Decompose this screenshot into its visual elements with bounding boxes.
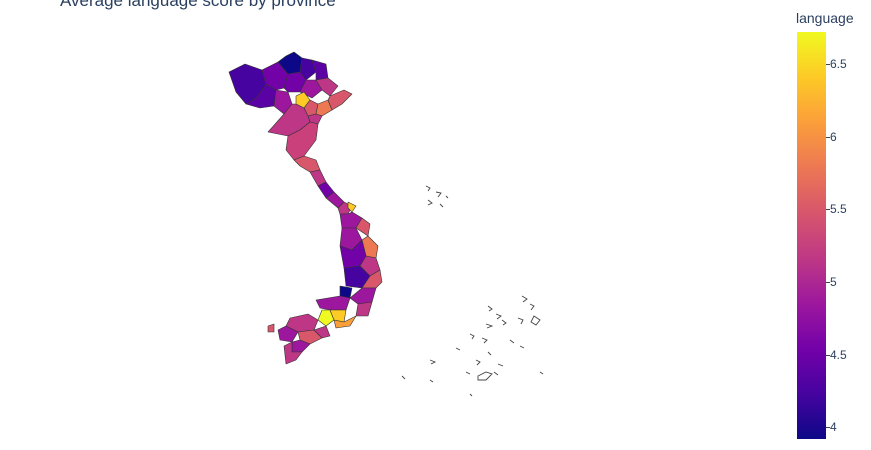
colorbar-tick-mark [826,136,830,138]
province-region[interactable] [299,57,317,81]
colorbar-tick-mark [826,354,830,356]
province-region[interactable] [283,341,303,365]
colorbar-tick-mark [826,427,830,429]
island-outline [429,333,525,367]
vietnam-choropleth-map[interactable] [0,0,790,450]
island-outline [485,295,541,329]
province-region[interactable] [317,309,335,327]
colorbar-tick-label: 5 [830,275,837,289]
province-region[interactable] [355,301,373,317]
island-outline [401,371,544,397]
colorbar-tick-label: 4 [830,420,837,435]
province-region[interactable] [361,269,383,289]
colorbar-tick-label: 4.5 [830,347,847,362]
province-region[interactable] [293,155,321,173]
province-region[interactable] [355,217,371,237]
colorbar-tick-label: 6 [830,129,837,144]
province-region[interactable] [333,315,357,329]
colorbar-tick-mark [826,63,830,65]
province-region[interactable] [273,89,293,115]
island-outline [425,185,449,208]
province-region[interactable] [327,89,353,111]
colorbar-title: language [796,10,854,26]
colorbar-tick-label: 6.5 [830,56,847,71]
province-region[interactable] [315,77,339,97]
province-region[interactable] [313,325,331,339]
colorbar-tick-mark [826,209,830,211]
province-region[interactable] [315,295,351,311]
province-region[interactable] [267,323,275,333]
province-region[interactable] [277,325,299,343]
colorbar-tick-label: 5.5 [830,202,847,217]
chart-title: Average language score by province [60,0,336,10]
province-region[interactable] [285,121,319,161]
colorbar-gradient [797,32,826,439]
province-region[interactable] [297,329,323,345]
colorbar: language 4 4.5 5 5.5 6 6.5 [790,8,870,448]
province-region[interactable] [299,79,323,99]
province-region[interactable] [315,99,333,117]
colorbar-tick-mark [826,282,830,283]
province-region[interactable] [349,287,377,305]
